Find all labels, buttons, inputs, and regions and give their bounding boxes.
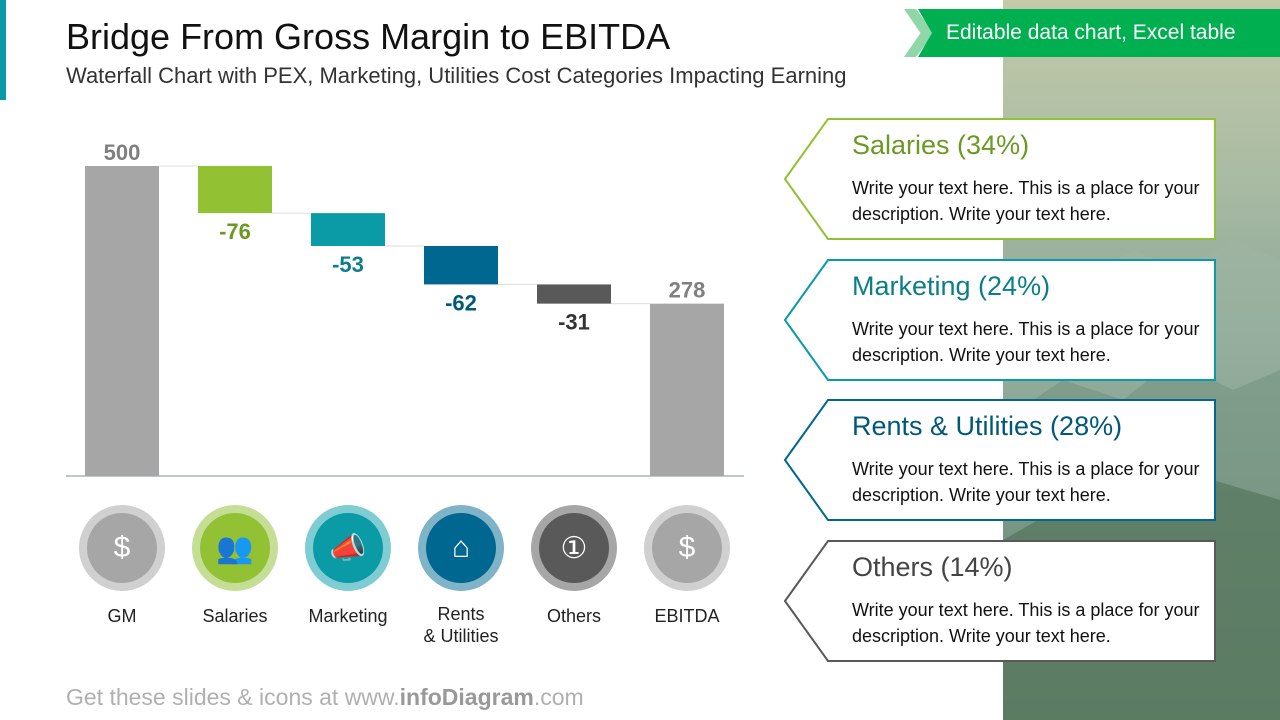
editable-badge: Editable data chart, Excel table (918, 9, 1280, 57)
card-title: Rents & Utilities (28%) (852, 411, 1123, 441)
icon-glyph: $ (87, 513, 157, 583)
card-3: Others (14%) Write your text here. This i… (784, 539, 1216, 662)
card-0: Salaries (34%) Write your text here. This… (784, 118, 1216, 240)
money-bag-icon: $ (644, 505, 730, 591)
category-label: Salaries (202, 606, 268, 626)
card-text: Write your text here. This is a place fo… (852, 318, 1200, 365)
icon-glyph: $ (652, 513, 722, 583)
bar-gm (85, 166, 159, 476)
bar-ebitda (650, 303, 724, 476)
megaphone-icon: 📣 (305, 505, 391, 591)
card-text: Write your text here. This is a place fo… (852, 459, 1200, 505)
footer: Get these slides & icons at www.infoDiag… (66, 684, 584, 711)
money-bag-icon: $ (79, 505, 165, 591)
page-subtitle: Waterfall Chart with PEX, Marketing, Uti… (66, 63, 847, 88)
accent-bar (0, 0, 6, 100)
card-frame (784, 539, 1216, 662)
page-title: Bridge From Gross Margin to EBITDA (66, 16, 671, 57)
card-title: Marketing (24%) (852, 270, 1051, 301)
data-label: -31 (558, 310, 590, 335)
category-label: GM (107, 606, 137, 626)
footer-suffix: .com (533, 684, 584, 710)
icon-glyph: 👥 (200, 513, 270, 583)
category-label: Marketing (308, 606, 388, 626)
card-2: Rents & Utilities (28%) Write your text h… (784, 399, 1216, 521)
data-label: -53 (332, 252, 364, 277)
data-label: -62 (445, 290, 477, 315)
people-money-icon: 👥 (192, 505, 278, 591)
card-frame (784, 399, 1216, 521)
banknote-icon: ① (531, 505, 617, 591)
bar-marketing (311, 213, 385, 246)
card-frame (784, 258, 1216, 381)
house-faucet-icon: ⌂ (418, 505, 504, 591)
icon-glyph: ① (539, 513, 609, 583)
icon-glyph: ⌂ (426, 513, 496, 583)
card-frame (784, 118, 1216, 240)
data-label: 278 (669, 278, 706, 303)
icon-glyph: 📣 (313, 513, 383, 583)
bar-others (537, 284, 611, 304)
card-text: Write your text here. This is a place fo… (852, 178, 1200, 224)
waterfall-chart: 500 -76 -53 -62 -31 278 (66, 140, 744, 477)
card-title: Salaries (34%) (852, 130, 1030, 160)
data-label: 500 (104, 140, 141, 165)
card-text: Write your text here. This is a place fo… (852, 599, 1200, 646)
category-label: Rents & Utilities (423, 604, 499, 646)
category-label: Others (546, 606, 602, 626)
category-label: EBITDA (654, 606, 720, 626)
data-label: -76 (219, 219, 251, 244)
bar-salaries (198, 166, 272, 214)
bar-rents-utilities (424, 245, 498, 285)
card-title: Others (14%) (852, 551, 1013, 582)
footer-brand: infoDiagram (399, 684, 534, 710)
card-1: Marketing (24%) Write your text here. Thi… (784, 258, 1216, 381)
footer-prefix: Get these slides & icons at www. (66, 684, 400, 710)
